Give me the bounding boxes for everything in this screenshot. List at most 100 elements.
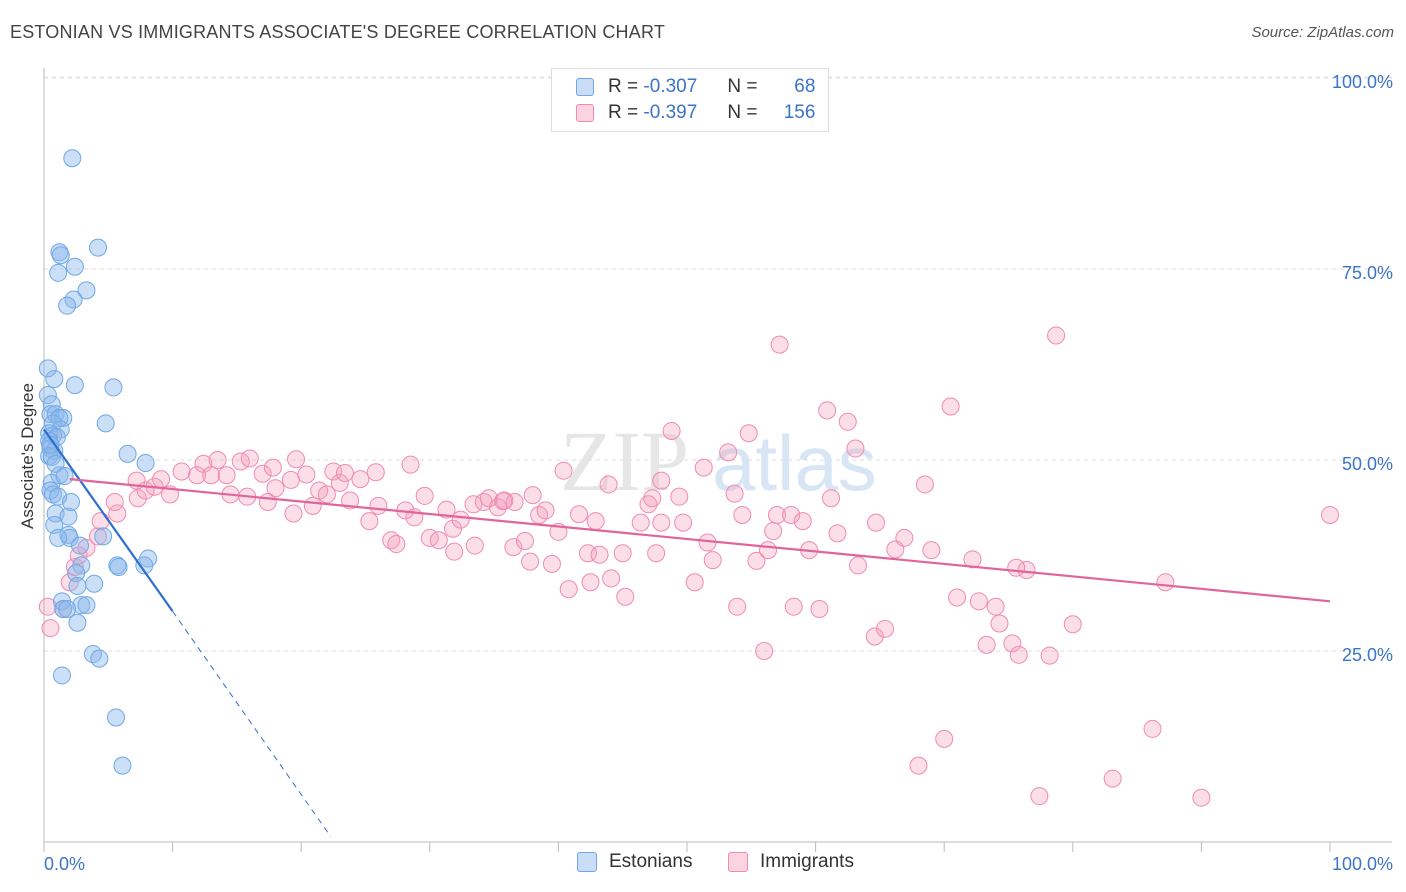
estonians-point — [41, 435, 60, 454]
immigrants-point — [922, 541, 941, 560]
legend-n-value: 68 — [794, 76, 816, 97]
immigrants-point — [297, 465, 316, 484]
legend-n-label: N = — [727, 76, 758, 97]
immigrants-point — [479, 489, 498, 508]
immigrants-point — [172, 462, 191, 481]
immigrants-point — [1007, 558, 1026, 577]
immigrants-point — [602, 569, 621, 588]
immigrants-point — [266, 479, 285, 498]
legend-r-value: -0.307 — [643, 76, 698, 97]
y-tick-label: 50.0% — [1342, 454, 1393, 474]
legend-swatch-estonians — [576, 78, 594, 96]
immigrants-point — [586, 512, 605, 531]
estonians-point — [77, 281, 96, 300]
immigrants-point — [263, 458, 282, 477]
immigrants-point — [822, 489, 841, 508]
estonians-point — [96, 414, 115, 433]
series-swatch-immigrants — [728, 852, 748, 872]
immigrants-point — [559, 580, 578, 599]
immigrants-point — [445, 542, 464, 561]
estonians-point — [59, 507, 78, 526]
immigrants-point — [782, 506, 801, 525]
estonians-point — [45, 370, 64, 389]
estonians-point — [83, 645, 102, 664]
immigrants-point — [986, 597, 1005, 616]
estonians-point — [59, 525, 78, 544]
immigrants-point — [828, 524, 847, 543]
estonians-point — [107, 708, 126, 727]
immigrants-point — [488, 498, 507, 517]
immigrants-point — [613, 544, 632, 563]
immigrants-point — [810, 599, 829, 618]
immigrants-point — [465, 536, 484, 555]
legend-row-immigrants: R = -0.397 N = 156 — [576, 101, 815, 125]
immigrants-point — [755, 642, 774, 660]
immigrants-point — [733, 506, 752, 525]
immigrants-point — [728, 597, 747, 616]
immigrants-point — [838, 412, 857, 431]
immigrants-point — [941, 397, 960, 416]
immigrants-point — [969, 592, 988, 611]
immigrants-point — [554, 461, 573, 480]
immigrants-point — [590, 545, 609, 564]
immigrants-point — [128, 489, 147, 508]
estonians-point — [85, 574, 104, 593]
series-swatch-estonians — [577, 852, 597, 872]
immigrants-point — [647, 544, 666, 563]
immigrants-point — [281, 470, 300, 489]
immigrants-point — [1192, 788, 1211, 807]
estonians-point — [51, 246, 70, 265]
immigrants-point — [703, 551, 722, 570]
estonians-point — [50, 243, 69, 262]
immigrants-point — [1321, 506, 1339, 525]
immigrants-point — [948, 588, 967, 607]
immigrants-point — [351, 470, 370, 489]
estonians-point — [38, 359, 57, 378]
correlation-legend: R = -0.307 N = 68 R = -0.397 N = 156 — [551, 68, 829, 132]
estonians-point — [72, 596, 91, 615]
immigrants-point — [1003, 634, 1022, 653]
watermark: ZIP atlas — [560, 413, 877, 509]
immigrants-point — [764, 522, 783, 541]
estonians-point — [49, 263, 68, 282]
immigrants-point — [515, 531, 534, 550]
immigrants-point — [105, 493, 124, 512]
immigrants-point — [208, 451, 227, 469]
immigrants-point — [429, 531, 448, 550]
immigrants-point — [38, 597, 57, 616]
series-label-immigrants: Immigrants — [760, 851, 854, 872]
estonians-point — [50, 466, 69, 485]
estonians-point — [63, 149, 82, 168]
source-note: Source: ZipAtlas.com — [1251, 24, 1394, 41]
y-tick-label: 75.0% — [1342, 263, 1393, 283]
immigrants-point — [876, 619, 895, 638]
immigrants-point — [725, 484, 744, 503]
immigrants-point — [1063, 615, 1082, 634]
immigrants-points — [38, 326, 1339, 807]
immigrants-point — [303, 496, 322, 515]
immigrants-point — [784, 597, 803, 616]
estonians-point — [118, 444, 137, 463]
immigrants-point — [1047, 326, 1066, 345]
estonians-point — [67, 564, 86, 583]
immigrants-point — [759, 541, 778, 560]
immigrants-point — [240, 449, 259, 468]
legend-r-label: R = — [608, 102, 639, 123]
immigrants-point — [895, 528, 914, 547]
immigrants-point — [739, 424, 758, 443]
estonians-point — [136, 454, 155, 473]
immigrants-point — [977, 635, 996, 654]
trend-lines — [43, 428, 1331, 837]
immigrants-point — [849, 556, 868, 575]
estonians-point — [90, 649, 109, 668]
estonians-points — [38, 149, 158, 775]
immigrants-point — [253, 464, 272, 483]
legend-n-value: 156 — [783, 102, 816, 123]
estonians-trend-line — [43, 428, 174, 612]
estonians-point — [42, 395, 61, 414]
estonians-point — [53, 666, 72, 685]
legend-r-label: R = — [608, 76, 639, 97]
immigrants-point — [360, 512, 379, 531]
estonians-point — [49, 528, 68, 547]
